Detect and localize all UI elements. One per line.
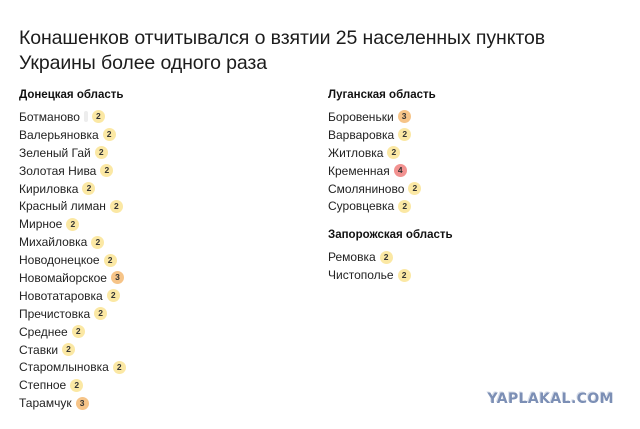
settlement-item: Степное 2 — [19, 376, 126, 394]
mention-count-badge: 2 — [408, 182, 422, 195]
region-spacer — [328, 215, 453, 228]
settlement-name: Кременная — [328, 163, 390, 178]
settlement-name: Мирное — [19, 217, 63, 232]
settlement-item: Новодонецкое 2 — [19, 251, 126, 269]
settlement-list: Боровеньки 3 Варваровка 2 Житловка 2 Кременная… — [328, 108, 453, 215]
settlement-item: Зеленый Гай 2 — [19, 144, 126, 162]
mention-count-badge: 2 — [103, 253, 117, 267]
mention-count-badge: 3 — [110, 271, 124, 285]
mention-count-badge: 2 — [82, 182, 96, 195]
page-title: Конашенков отчитывался о взятии 25 насел… — [19, 26, 619, 76]
settlement-name: Ботманово — [19, 109, 80, 124]
mention-count-badge: 4 — [393, 164, 407, 178]
settlement-item: Суровцевка 2 — [328, 197, 453, 215]
settlement-item: Кириловка 2 — [19, 180, 126, 198]
settlement-name: Старомлыновка — [19, 360, 109, 375]
settlement-name: Зеленый Гай — [19, 145, 91, 160]
settlement-list: Ремовка 2 Чистополье 2 — [328, 248, 453, 284]
settlement-name: Кириловка — [19, 181, 79, 196]
settlement-item: Михайловка 2 — [19, 233, 126, 251]
settlement-item: Пречистовка 2 — [19, 305, 126, 323]
settlement-name: Чистополье — [328, 268, 394, 283]
mention-count-badge: 2 — [94, 146, 108, 160]
settlement-item: Ставки 2 — [19, 341, 126, 359]
mention-count-badge: 3 — [397, 110, 411, 124]
settlement-name: Боровеньки — [328, 109, 394, 124]
settlement-name: Новомайорское — [19, 270, 107, 285]
site-watermark: YAPLAKAL.COM — [487, 391, 614, 407]
settlement-name: Новотатаровка — [19, 288, 103, 303]
settlement-item: Житловка 2 — [328, 144, 453, 162]
settlement-item: Чистополье 2 — [328, 266, 453, 284]
settlement-item: Среднее 2 — [19, 323, 126, 341]
settlement-item: Красный лиман 2 — [19, 197, 126, 215]
mention-count-badge: 2 — [109, 199, 123, 213]
mention-count-badge: 2 — [398, 199, 412, 213]
faint-mark — [83, 111, 88, 123]
settlement-name: Михайловка — [19, 235, 88, 250]
settlement-name: Золотая Нива — [19, 163, 97, 178]
mention-count-badge: 2 — [100, 164, 114, 178]
mention-count-badge: 2 — [397, 268, 411, 282]
mention-count-badge: 2 — [379, 250, 393, 264]
left-column: Донецкая область Ботманово 2 Валерьяновка 2… — [19, 88, 126, 412]
settlement-name: Тарамчук — [19, 396, 72, 411]
mention-count-badge: 2 — [62, 343, 76, 357]
region-heading: Луганская область — [328, 89, 436, 101]
settlement-name: Степное — [19, 378, 67, 393]
title-line-1: Конашенков отчитывался о взятии 25 насел… — [19, 27, 545, 49]
mention-count-badge: 2 — [70, 378, 84, 392]
mention-count-badge: 3 — [75, 396, 89, 410]
settlement-name: Ставки — [19, 342, 59, 357]
settlement-list: Ботманово 2 Валерьяновка 2 Зеленый Гай 2 Золот… — [19, 108, 126, 412]
settlement-item: Новомайорское 3 — [19, 269, 126, 287]
settlement-name: Пречистовка — [19, 306, 91, 321]
mention-count-badge: 2 — [387, 146, 401, 160]
region-heading: Донецкая область — [19, 89, 124, 101]
settlement-item: Боровеньки 3 — [328, 108, 453, 126]
settlement-item: Варваровка 2 — [328, 126, 453, 144]
settlement-name: Новодонецкое — [19, 253, 100, 268]
settlement-item: Старомлыновка 2 — [19, 358, 126, 376]
settlement-name: Варваровка — [328, 127, 395, 142]
settlement-item: Ботманово 2 — [19, 108, 126, 126]
settlement-name: Смоляниново — [328, 181, 405, 196]
settlement-name: Ремовка — [328, 250, 376, 265]
mention-count-badge: 2 — [112, 360, 126, 374]
settlement-name: Среднее — [19, 324, 68, 339]
settlement-name: Валерьяновка — [19, 127, 99, 142]
mention-count-badge: 2 — [102, 128, 116, 142]
settlement-name: Житловка — [328, 145, 384, 160]
mention-count-badge: 2 — [66, 217, 80, 231]
settlement-item: Ремовка 2 — [328, 248, 453, 266]
settlement-item: Кременная 4 — [328, 162, 453, 180]
settlement-item: Тарамчук 3 — [19, 394, 126, 412]
settlement-item: Новотатаровка 2 — [19, 287, 126, 305]
title-line-2: Украины более одного раза — [19, 52, 268, 74]
mention-count-badge: 2 — [398, 128, 412, 142]
settlement-name: Суровцевка — [328, 199, 395, 214]
mention-count-badge: 2 — [106, 289, 120, 303]
settlement-name: Красный лиман — [19, 199, 106, 214]
region-heading: Запорожская область — [328, 229, 453, 242]
settlement-item: Мирное 2 — [19, 215, 126, 233]
settlement-item: Смоляниново 2 — [328, 180, 453, 198]
settlement-item: Валерьяновка 2 — [19, 126, 126, 144]
mention-count-badge: 2 — [71, 325, 85, 339]
mention-count-badge: 2 — [91, 110, 105, 124]
mention-count-badge: 2 — [94, 307, 108, 321]
right-column: Луганская область Боровеньки 3 Варваровка 2 Ж… — [328, 88, 453, 284]
mention-count-badge: 2 — [91, 235, 105, 249]
settlement-item: Золотая Нива 2 — [19, 162, 126, 180]
